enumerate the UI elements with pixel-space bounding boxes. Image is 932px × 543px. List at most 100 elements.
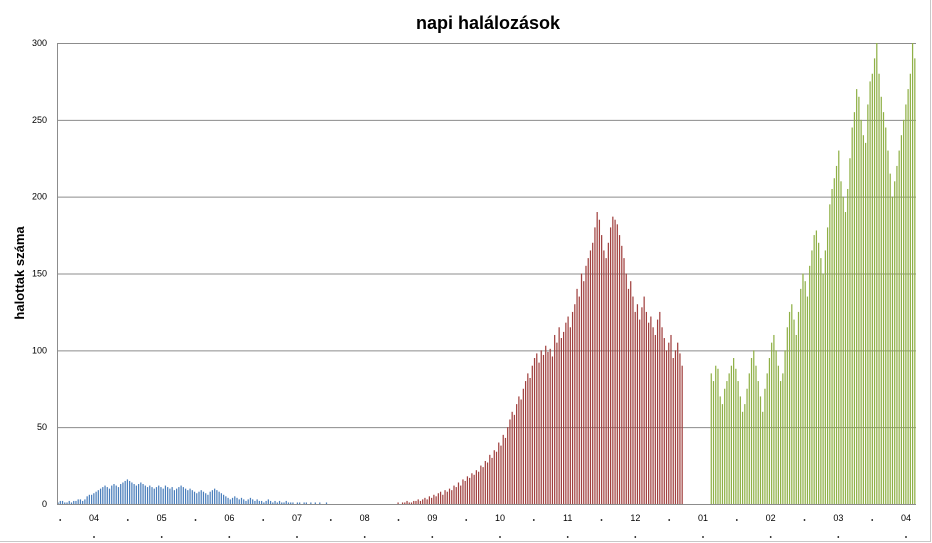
x-tick-separator <box>600 519 603 521</box>
bar <box>227 497 229 504</box>
bar <box>802 273 804 504</box>
bar <box>296 502 299 504</box>
bar <box>746 388 748 504</box>
x-tick-separator <box>905 536 907 538</box>
bar <box>797 311 800 504</box>
bar <box>811 250 813 504</box>
x-tick-separator <box>59 519 62 521</box>
bar <box>256 499 258 504</box>
bar <box>589 250 592 504</box>
bar <box>171 487 173 504</box>
bar <box>571 311 574 504</box>
bar <box>444 490 446 504</box>
bar <box>565 322 567 504</box>
x-tick-separator <box>769 536 772 538</box>
bar <box>265 500 267 504</box>
bar <box>545 345 547 504</box>
bar <box>95 491 97 504</box>
bar <box>397 502 399 504</box>
bar <box>867 104 869 504</box>
bar <box>670 334 672 504</box>
bar <box>907 89 909 504</box>
bar <box>460 485 462 504</box>
bar <box>826 227 829 504</box>
bar <box>869 81 871 505</box>
bar <box>453 485 455 504</box>
bar <box>547 351 549 504</box>
bar <box>612 216 614 504</box>
bar <box>61 500 64 504</box>
bar <box>73 500 75 504</box>
bar <box>214 488 216 504</box>
bar <box>406 500 408 504</box>
bar <box>491 457 493 504</box>
bar <box>200 490 202 504</box>
bar <box>605 258 607 504</box>
bar <box>191 490 193 504</box>
bar <box>184 488 187 504</box>
bar <box>451 490 453 504</box>
bar <box>878 73 880 504</box>
bar <box>413 500 415 504</box>
y-tick-label: 0 <box>42 499 47 509</box>
bar <box>410 502 413 504</box>
bar <box>574 304 576 504</box>
bar <box>126 479 129 504</box>
bar <box>88 494 90 504</box>
bar <box>504 437 507 504</box>
bar <box>583 281 585 504</box>
bar <box>755 365 757 504</box>
bar <box>905 104 907 504</box>
bar <box>522 388 524 504</box>
bar <box>509 419 511 504</box>
bar <box>473 474 475 504</box>
bar <box>70 502 73 504</box>
bar <box>744 404 746 504</box>
bar <box>442 494 444 504</box>
bar <box>806 296 809 504</box>
bar <box>169 488 171 504</box>
bar <box>220 493 222 504</box>
bar <box>189 488 191 504</box>
bar <box>677 342 679 504</box>
bar <box>475 470 477 504</box>
bar <box>656 319 659 504</box>
bar <box>858 96 860 504</box>
bar <box>809 265 811 504</box>
bar <box>79 499 82 504</box>
bar <box>278 500 281 504</box>
bar <box>710 373 712 504</box>
bar <box>471 473 473 504</box>
bar <box>813 235 815 504</box>
bar <box>146 487 149 504</box>
bar <box>207 494 209 504</box>
bar <box>800 288 802 504</box>
bar <box>182 487 184 504</box>
bar <box>822 273 824 504</box>
bar <box>779 381 782 504</box>
bar <box>871 73 873 504</box>
bar <box>417 499 419 504</box>
bar <box>104 485 106 504</box>
x-tick-label: 08 <box>360 513 370 523</box>
x-tick-separator <box>837 536 840 538</box>
x-tick-label: 03 <box>833 513 843 523</box>
bar <box>75 500 77 504</box>
bar <box>728 373 730 504</box>
x-tick-separator <box>702 536 704 538</box>
bar <box>880 96 882 504</box>
bar <box>592 242 594 504</box>
bar <box>424 497 426 504</box>
bar <box>788 311 791 504</box>
bar <box>536 353 538 504</box>
bar <box>281 502 283 504</box>
x-tick-separator <box>228 536 231 538</box>
bar <box>793 319 795 504</box>
bar <box>254 500 256 504</box>
bar <box>178 487 180 504</box>
bar <box>167 487 169 504</box>
bar <box>162 488 164 504</box>
x-tick-separator <box>397 519 400 521</box>
